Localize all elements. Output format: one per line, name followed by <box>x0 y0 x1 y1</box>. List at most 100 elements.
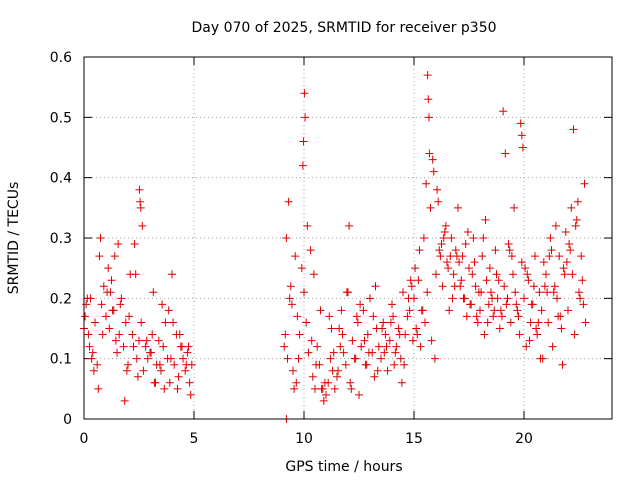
data-point <box>377 354 385 363</box>
data-point <box>179 354 187 363</box>
data-point <box>295 330 304 339</box>
x-tick-label: 15 <box>405 431 423 447</box>
data-point <box>157 366 165 375</box>
data-point <box>478 252 487 261</box>
data-point <box>303 221 312 230</box>
data-point <box>503 294 512 303</box>
data-point <box>438 282 447 291</box>
data-point <box>286 282 295 291</box>
data-point <box>576 294 585 303</box>
data-point <box>414 276 423 285</box>
data-point <box>487 288 495 297</box>
data-point <box>129 342 138 351</box>
data-point <box>484 300 493 309</box>
data-point <box>280 342 289 351</box>
data-point <box>517 258 526 267</box>
data-point <box>336 342 345 351</box>
data-point <box>520 294 528 303</box>
data-point <box>411 264 420 273</box>
data-point <box>395 330 404 339</box>
data-point <box>363 330 372 339</box>
data-point <box>183 348 192 357</box>
data-point <box>166 354 175 363</box>
data-point <box>131 270 140 279</box>
y-tick-label: 0.3 <box>50 231 72 247</box>
data-point <box>103 288 112 297</box>
data-point <box>499 107 508 116</box>
data-point <box>532 324 541 333</box>
data-point <box>85 342 94 351</box>
data-point <box>111 336 120 345</box>
data-point <box>432 270 440 279</box>
data-point <box>435 246 444 255</box>
data-point <box>424 95 433 104</box>
data-point <box>439 234 448 242</box>
data-point <box>533 330 542 339</box>
data-point <box>425 149 434 158</box>
data-point <box>449 270 458 279</box>
data-point <box>471 282 480 291</box>
data-point <box>353 318 362 327</box>
data-point <box>562 258 571 267</box>
data-point <box>462 312 471 321</box>
data-point <box>282 234 291 242</box>
data-point <box>381 330 390 339</box>
data-point <box>369 312 378 321</box>
data-point <box>289 366 297 375</box>
data-point <box>451 246 460 255</box>
data-point <box>298 161 307 170</box>
data-point <box>83 294 92 303</box>
data-point <box>397 378 406 387</box>
data-point <box>461 240 470 249</box>
data-point <box>299 137 308 146</box>
data-point <box>514 312 523 321</box>
data-point <box>408 336 417 345</box>
data-point <box>352 312 361 321</box>
x-tick-label: 0 <box>80 431 89 447</box>
data-point <box>496 306 505 315</box>
data-point <box>415 246 424 255</box>
data-point <box>338 330 347 339</box>
data-point <box>143 354 152 363</box>
data-point <box>283 354 292 363</box>
data-point <box>561 227 570 236</box>
data-point <box>531 252 539 261</box>
data-point <box>424 113 433 122</box>
x-tick-label: 5 <box>190 431 199 447</box>
data-point <box>567 203 576 212</box>
data-point <box>537 306 546 315</box>
data-point <box>185 378 194 387</box>
data-point <box>346 378 355 387</box>
data-point <box>547 246 556 255</box>
data-point <box>141 342 150 351</box>
data-point <box>312 360 321 369</box>
data-point <box>444 264 453 273</box>
data-point <box>423 71 432 80</box>
data-point <box>136 203 145 212</box>
data-point <box>575 288 583 297</box>
data-point <box>474 288 483 297</box>
data-point <box>570 330 579 339</box>
data-point <box>581 318 590 327</box>
data-point <box>457 276 466 285</box>
data-point <box>306 246 315 255</box>
data-point <box>366 294 374 303</box>
y-axis-label: SRMTID / TECUs <box>6 182 22 295</box>
data-point <box>526 318 535 327</box>
data-point <box>170 360 179 369</box>
data-point <box>382 342 391 351</box>
data-point <box>469 234 478 242</box>
data-point <box>297 264 306 273</box>
data-point <box>422 179 431 188</box>
data-point <box>394 324 403 333</box>
data-point <box>553 294 561 303</box>
data-point <box>379 318 388 327</box>
data-point <box>113 348 121 357</box>
data-point <box>182 360 191 369</box>
grid-lines <box>84 57 612 419</box>
data-point <box>410 294 418 303</box>
data-point <box>165 378 174 387</box>
data-point <box>148 330 157 339</box>
data-point <box>161 318 170 327</box>
